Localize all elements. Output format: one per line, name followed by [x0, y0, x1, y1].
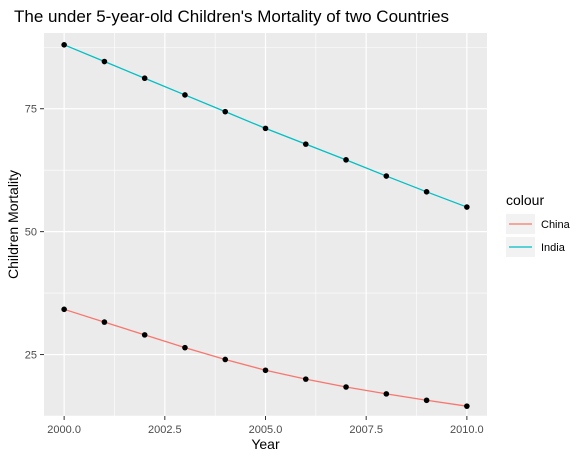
legend-label-china: China	[541, 219, 571, 231]
data-point-india	[343, 157, 349, 163]
data-point-india	[101, 58, 108, 65]
x-tick-label: 2000.0	[47, 424, 81, 436]
data-point-india	[61, 41, 67, 48]
data-point-china	[423, 397, 430, 404]
y-tick-label: 75	[25, 104, 37, 116]
y-axis-title: Children Mortality	[5, 170, 21, 279]
data-point-india	[302, 141, 309, 147]
data-point-china	[61, 306, 67, 313]
data-point-india	[383, 173, 390, 179]
x-tick-label: 2005.0	[249, 424, 283, 436]
y-tick-label: 50	[25, 227, 37, 239]
data-point-china	[141, 332, 148, 338]
x-axis-ticks: 2000.0 2002.5 2005.0 2007.5 2010.0	[47, 416, 484, 436]
data-point-india	[464, 204, 470, 210]
x-tick-label: 2010.0	[450, 424, 484, 436]
data-point-india	[141, 75, 148, 82]
y-tick-label: 25	[25, 350, 37, 362]
legend-label-india: India	[541, 242, 566, 254]
data-point-china	[222, 356, 229, 363]
data-point-india	[423, 189, 430, 195]
data-point-china	[383, 391, 390, 397]
data-point-india	[182, 92, 188, 98]
data-point-india	[222, 108, 229, 115]
x-tick-label: 2007.5	[349, 424, 383, 436]
data-point-china	[262, 367, 269, 374]
data-point-china	[182, 344, 188, 351]
major-gridlines	[44, 33, 487, 416]
data-points	[61, 41, 470, 409]
data-point-china	[464, 403, 470, 409]
legend: colour China India	[506, 192, 571, 257]
legend-title: colour	[506, 192, 544, 208]
x-axis-title: Year	[251, 436, 280, 452]
chart-title: The under 5-year-old Children's Mortalit…	[14, 7, 449, 26]
x-tick-label: 2002.5	[148, 424, 182, 436]
data-point-china	[343, 384, 349, 390]
data-point-china	[302, 376, 309, 382]
data-point-china	[101, 319, 108, 325]
y-axis-ticks: 25 50 75	[25, 104, 44, 362]
data-point-india	[262, 125, 269, 132]
